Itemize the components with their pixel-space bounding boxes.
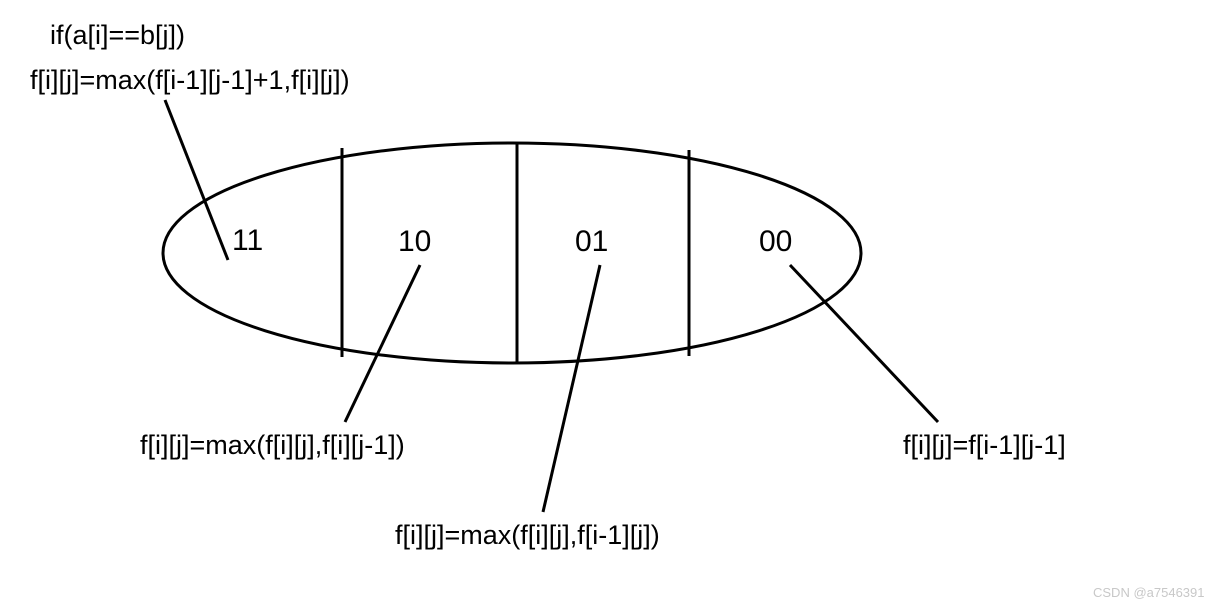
cell-label-00: 00	[759, 225, 792, 259]
cell-label-11: 11	[232, 224, 263, 258]
connector-10	[345, 265, 420, 422]
annotation-00: f[i][j]=f[i-1][j-1]	[903, 430, 1066, 461]
watermark: CSDN @a7546391	[1093, 585, 1204, 600]
connector-01	[543, 265, 600, 512]
connector-11	[165, 100, 228, 260]
cell-label-01: 01	[575, 225, 608, 259]
annotation-11-line1: if(a[i]==b[j])	[50, 20, 185, 51]
connector-00	[790, 265, 938, 422]
annotation-11-line2: f[i][j]=max(f[i-1][j-1]+1,f[i][j])	[30, 65, 350, 96]
annotation-01: f[i][j]=max(f[i][j],f[i-1][j])	[395, 520, 660, 551]
cell-label-10: 10	[398, 225, 431, 259]
partition-ellipse	[163, 143, 861, 363]
annotation-10: f[i][j]=max(f[i][j],f[i][j-1])	[140, 430, 405, 461]
diagram-stage: 11 10 01 00 if(a[i]==b[j]) f[i][j]=max(f…	[0, 0, 1223, 606]
